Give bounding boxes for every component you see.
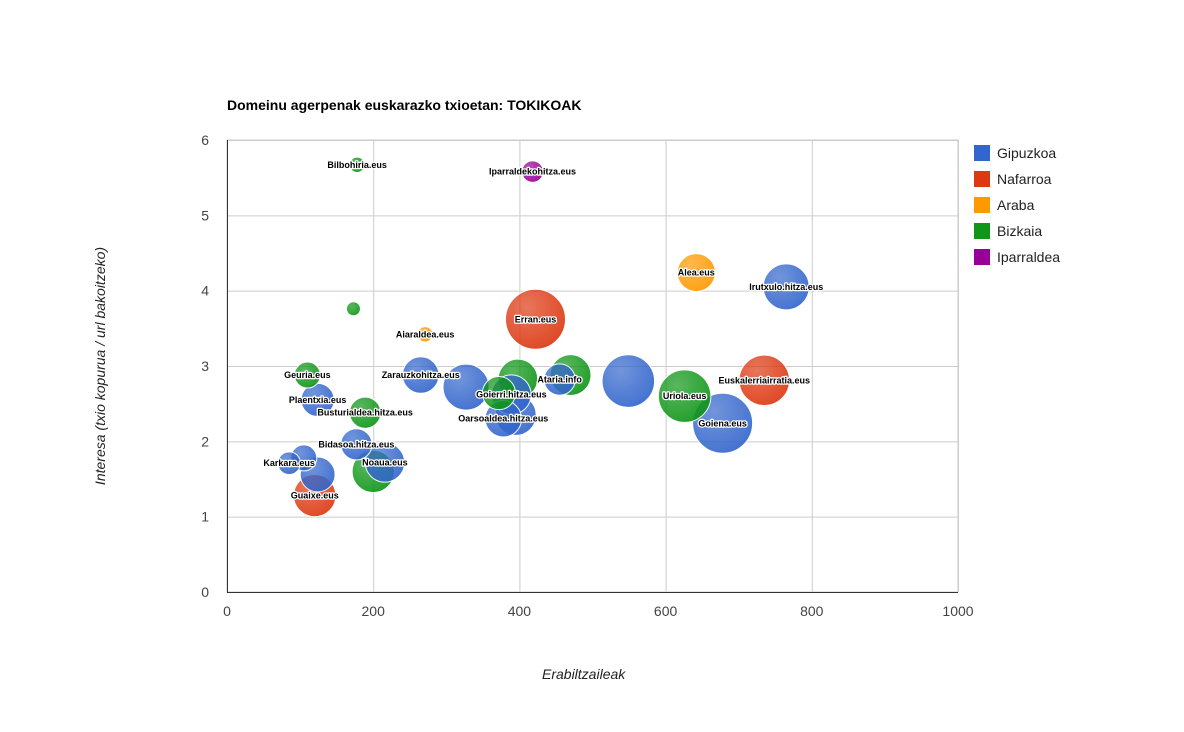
legend: Gipuzkoa Nafarroa Araba Bizkaia Iparraldea bbox=[974, 140, 1060, 270]
bubble-label: Guaixe.eus bbox=[291, 491, 339, 501]
x-tick-label: 0 bbox=[223, 603, 231, 619]
legend-swatch bbox=[974, 223, 990, 239]
bubble-label-halo: Geuria.eus bbox=[284, 370, 331, 380]
bubble-label: Irutxulo.hitza.eus bbox=[749, 282, 823, 292]
legend-item: Araba bbox=[974, 192, 1060, 218]
bubble-label: Euskalerriairratia.eus bbox=[719, 375, 811, 385]
bubble-label: Uriola.eus bbox=[663, 391, 707, 401]
legend-label: Nafarroa bbox=[997, 171, 1052, 187]
legend-swatch bbox=[974, 171, 990, 187]
bubble-label-halo: Oarsoaldea.hitza.eus bbox=[458, 414, 548, 424]
legend-item: Bizkaia bbox=[974, 218, 1060, 244]
legend-label: Iparraldea bbox=[997, 249, 1061, 265]
x-tick-label: 600 bbox=[654, 603, 678, 619]
bubble bbox=[676, 253, 716, 293]
x-tick-label: 1000 bbox=[942, 603, 973, 619]
bubble bbox=[340, 428, 373, 461]
bubble-label-halo: Zarauzkohitza.eus bbox=[382, 370, 460, 380]
bubble-label: Bidasoa.hitza.eus bbox=[318, 439, 394, 449]
bubble-label-halo: Plaentxia.eus bbox=[289, 395, 347, 405]
bubble-label: Goierri.hitza.eus bbox=[476, 390, 547, 400]
y-tick-label: 3 bbox=[201, 358, 209, 374]
bubble bbox=[504, 288, 566, 350]
bubble-label-halo: Bidasoa.hitza.eus bbox=[318, 439, 394, 449]
bubble-label: Erran.eus bbox=[515, 314, 557, 324]
bubble bbox=[601, 354, 656, 408]
bubble bbox=[481, 376, 516, 411]
bubble-label-halo: Euskalerriairratia.eus bbox=[719, 375, 811, 385]
bubble-label: Iparraldekohitza.eus bbox=[489, 167, 576, 177]
bubble-label-halo: Goierri.hitza.eus bbox=[476, 390, 547, 400]
legend-item: Iparraldea bbox=[974, 244, 1060, 270]
bubble bbox=[521, 160, 544, 183]
bubble bbox=[762, 263, 810, 311]
bubble-label-halo: Erran.eus bbox=[515, 314, 557, 324]
bubble bbox=[277, 451, 301, 476]
bubble-label-halo: Aiaraldea.eus bbox=[396, 329, 455, 339]
bubble-label-halo: Goiena.eus bbox=[698, 418, 747, 428]
legend-swatch bbox=[974, 249, 990, 265]
bubble-label: Busturialdea.hitza.eus bbox=[317, 408, 413, 418]
bubble-label: Geuria.eus bbox=[284, 370, 331, 380]
bubble-label: Alea.eus bbox=[678, 268, 715, 278]
bubble-label-halo: Noaua.eus bbox=[362, 457, 408, 467]
bubble bbox=[401, 356, 440, 394]
legend-swatch bbox=[974, 145, 990, 161]
bubble-label: Noaua.eus bbox=[362, 457, 408, 467]
y-tick-label: 1 bbox=[201, 509, 209, 525]
y-axis-label: Interesa (txio kopurua / url bakoitzeko) bbox=[92, 246, 108, 486]
chart-title: Domeinu agerpenak euskarazko txioetan: T… bbox=[227, 97, 582, 113]
x-tick-label: 800 bbox=[800, 603, 824, 619]
legend-label: Araba bbox=[997, 197, 1035, 213]
bubble bbox=[657, 369, 712, 423]
y-tick-label: 4 bbox=[201, 283, 209, 299]
bubble-label: Oarsoaldea.hitza.eus bbox=[458, 414, 548, 424]
bubble-label-halo: Uriola.eus bbox=[663, 391, 707, 401]
bubble-label-halo: Bilbohiria.eus bbox=[327, 160, 387, 170]
bubble-label: Ataria.info bbox=[537, 375, 582, 385]
bubble-labels: Bilbohiria.eusBilbohiria.eusIparraldekoh… bbox=[262, 159, 824, 502]
legend-label: Bizkaia bbox=[997, 223, 1043, 239]
bubble-label-halo: Guaixe.eus bbox=[291, 491, 339, 501]
legend-label: Gipuzkoa bbox=[997, 145, 1057, 161]
bubble bbox=[349, 396, 382, 429]
bubble bbox=[345, 301, 361, 317]
x-tick-label: 400 bbox=[508, 603, 532, 619]
bubble-label: Plaentxia.eus bbox=[289, 395, 347, 405]
bubble bbox=[416, 326, 434, 343]
bubble-label-halo: Iparraldekohitza.eus bbox=[489, 167, 576, 177]
bubble-label: Goiena.eus bbox=[698, 418, 747, 428]
legend-item: Gipuzkoa bbox=[974, 140, 1060, 166]
bubble-label-halo: Karkara.eus bbox=[263, 458, 315, 468]
y-tick-label: 5 bbox=[201, 207, 209, 223]
bubble-label: Bilbohiria.eus bbox=[327, 160, 387, 170]
x-axis-label: Erabiltzaileak bbox=[542, 666, 626, 682]
y-tick-label: 6 bbox=[201, 132, 209, 148]
legend-item: Nafarroa bbox=[974, 166, 1060, 192]
bubble bbox=[348, 156, 366, 174]
bubble bbox=[543, 363, 576, 396]
y-tick-label: 0 bbox=[201, 584, 209, 600]
bubble-label: Karkara.eus bbox=[263, 458, 315, 468]
bubble-label-halo: Alea.eus bbox=[678, 268, 715, 278]
legend-swatch bbox=[974, 197, 990, 213]
bubble-label-halo: Ataria.info bbox=[537, 375, 582, 385]
bubble-label-halo: Irutxulo.hitza.eus bbox=[749, 282, 823, 292]
bubble-label: Aiaraldea.eus bbox=[396, 329, 455, 339]
bubble bbox=[364, 442, 406, 483]
bubble-label-halo: Busturialdea.hitza.eus bbox=[317, 408, 413, 418]
y-tick-label: 2 bbox=[201, 433, 209, 449]
x-tick-label: 200 bbox=[362, 603, 386, 619]
bubbles bbox=[277, 156, 810, 518]
bubble bbox=[293, 361, 321, 389]
bubble bbox=[738, 354, 791, 407]
bubble-label: Zarauzkohitza.eus bbox=[382, 370, 460, 380]
